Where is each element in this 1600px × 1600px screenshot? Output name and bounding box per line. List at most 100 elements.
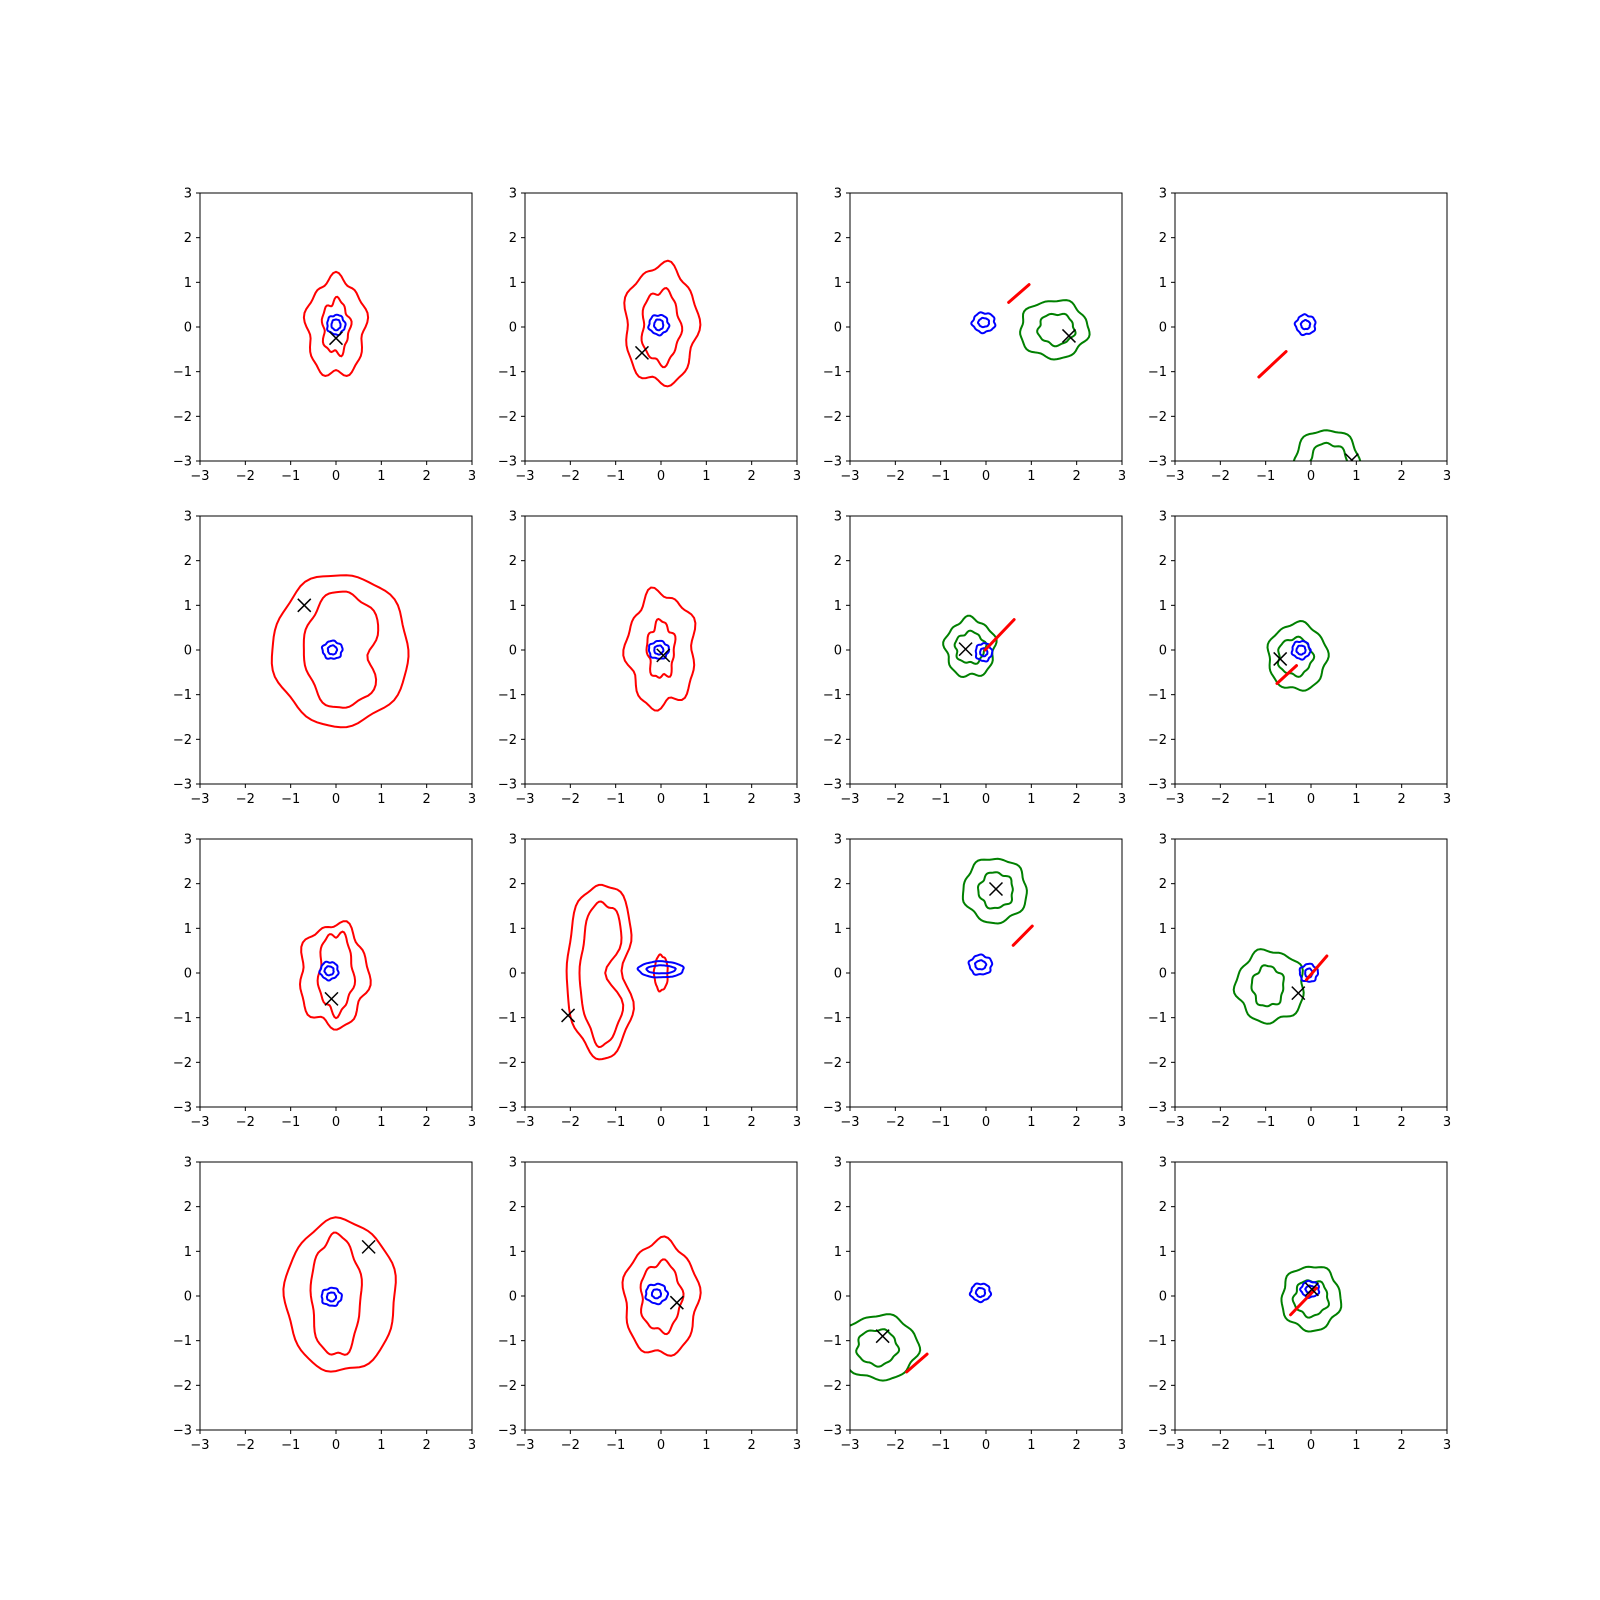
x-tick-label: 1 <box>377 1115 385 1130</box>
x-tick-label: 3 <box>793 792 801 807</box>
x-tick-label: 1 <box>1027 792 1035 807</box>
y-tick-label: −1 <box>498 365 517 380</box>
x-tick-label: −3 <box>515 469 534 484</box>
x-tick-label: 2 <box>423 469 431 484</box>
y-tick-label: −1 <box>823 365 842 380</box>
subplot-3: −3 −2 −1 0 1 2 3 −3 −2 −1 0 1 2 3 <box>823 187 1126 485</box>
y-tick-label: −1 <box>498 1334 517 1349</box>
green-contour <box>1250 964 1285 1008</box>
red-segment <box>1011 924 1034 947</box>
x-tick-label: −2 <box>1211 1438 1230 1453</box>
red-contour <box>302 590 380 709</box>
y-tick-label: 2 <box>834 554 842 569</box>
y-tick-label: 2 <box>184 554 192 569</box>
blue-contour <box>647 314 671 337</box>
y-tick-label: 2 <box>1159 877 1167 892</box>
x-tick-label: −2 <box>1211 1115 1230 1130</box>
y-tick-label: −1 <box>173 688 192 703</box>
x-tick-label: −3 <box>840 1115 859 1130</box>
green-contour <box>1291 1279 1330 1319</box>
y-tick-label: −1 <box>173 1334 192 1349</box>
y-tick-label: −1 <box>498 688 517 703</box>
y-tick-label: −2 <box>498 410 517 425</box>
x-tick-label: −3 <box>1165 1115 1184 1130</box>
y-tick-label: 3 <box>184 187 192 202</box>
red-contour <box>578 900 625 1049</box>
y-tick-label: −2 <box>823 1379 842 1394</box>
subplot-2: −3 −2 −1 0 1 2 3 −3 −2 −1 0 1 2 3 <box>498 187 801 485</box>
x-tick-label: −1 <box>1256 1115 1275 1130</box>
plot-area <box>623 259 702 388</box>
x-tick-label: −3 <box>840 1438 859 1453</box>
green-contour <box>1280 1265 1343 1333</box>
blue-contour <box>320 1286 343 1307</box>
red-contour <box>309 1231 363 1356</box>
x-tick-label: −3 <box>190 1115 209 1130</box>
x-tick-label: −3 <box>1165 469 1184 484</box>
blue-contour <box>323 965 335 977</box>
y-tick-label: −2 <box>823 1056 842 1071</box>
y-tick-label: 0 <box>184 321 192 336</box>
subplot-14: −3 −2 −1 0 1 2 3 −3 −2 −1 0 1 2 3 <box>498 1156 801 1454</box>
y-tick-label: −3 <box>823 778 842 793</box>
red-segment <box>1289 1286 1318 1317</box>
x-tick-label: 2 <box>1398 1115 1406 1130</box>
x-tick-label: −2 <box>236 469 255 484</box>
red-segment <box>1304 954 1329 982</box>
x-marker <box>361 1239 376 1254</box>
x-tick-label: 2 <box>748 1438 756 1453</box>
x-tick-label: 3 <box>1118 469 1126 484</box>
y-tick-label: 2 <box>834 1200 842 1215</box>
y-tick-label: 0 <box>184 644 192 659</box>
x-tick-label: 2 <box>1073 792 1081 807</box>
x-tick-label: −1 <box>1256 469 1275 484</box>
y-tick-label: −2 <box>498 1379 517 1394</box>
x-marker <box>875 1329 890 1344</box>
x-tick-label: −2 <box>1211 469 1230 484</box>
x-marker <box>297 598 312 613</box>
x-marker <box>1344 453 1359 461</box>
y-tick-label: −3 <box>498 1101 517 1116</box>
x-tick-label: 3 <box>793 1115 801 1130</box>
x-tick-label: 2 <box>423 1438 431 1453</box>
plot-area <box>1257 313 1362 461</box>
y-tick-label: 3 <box>509 510 517 525</box>
x-tick-label: −2 <box>561 469 580 484</box>
y-tick-label: 1 <box>834 922 842 937</box>
blue-contour <box>650 1288 662 1300</box>
y-tick-label: 1 <box>1159 276 1167 291</box>
y-tick-label: −3 <box>1148 1424 1167 1439</box>
y-tick-label: 0 <box>1159 644 1167 659</box>
y-tick-label: −1 <box>823 1334 842 1349</box>
blue-contour <box>645 964 677 975</box>
x-tick-label: 3 <box>793 469 801 484</box>
y-tick-label: −3 <box>173 778 192 793</box>
y-tick-label: −3 <box>173 1424 192 1439</box>
subplot-12: −3 −2 −1 0 1 2 3 −3 −2 −1 0 1 2 3 <box>1148 833 1451 1131</box>
y-tick-label: 0 <box>834 967 842 982</box>
blue-contour <box>977 316 990 329</box>
red-segment <box>1257 350 1288 379</box>
x-tick-label: −2 <box>561 792 580 807</box>
x-tick-label: 1 <box>377 792 385 807</box>
x-tick-label: −1 <box>606 792 625 807</box>
x-tick-label: 0 <box>982 792 990 807</box>
x-tick-label: −1 <box>1256 792 1275 807</box>
subplot-7: −3 −2 −1 0 1 2 3 −3 −2 −1 0 1 2 3 <box>823 510 1126 808</box>
red-contour <box>565 883 635 1061</box>
y-tick-label: 3 <box>834 510 842 525</box>
y-tick-label: 1 <box>184 1245 192 1260</box>
y-tick-label: −2 <box>173 410 192 425</box>
axes-frame <box>849 1161 1123 1431</box>
y-tick-label: 2 <box>184 231 192 246</box>
y-tick-label: 0 <box>184 967 192 982</box>
x-tick-label: −1 <box>606 469 625 484</box>
x-tick-label: 3 <box>793 1438 801 1453</box>
x-tick-label: 1 <box>377 469 385 484</box>
x-tick-label: −1 <box>281 792 300 807</box>
y-tick-label: −2 <box>498 1056 517 1071</box>
plot-area <box>1232 948 1329 1025</box>
x-tick-label: −3 <box>190 1438 209 1453</box>
x-marker <box>328 331 344 346</box>
y-tick-label: 3 <box>509 1156 517 1171</box>
